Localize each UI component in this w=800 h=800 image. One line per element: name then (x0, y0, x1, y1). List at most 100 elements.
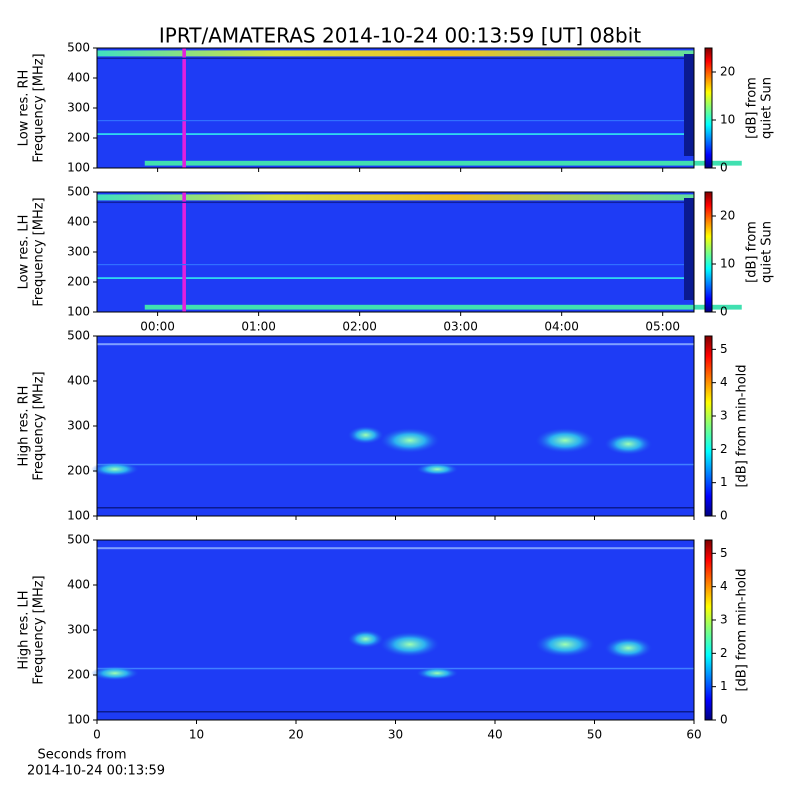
spectrum-feature (97, 343, 694, 346)
y-tick-label: 200 (67, 668, 90, 682)
y-tick-label: 500 (67, 533, 90, 547)
spectrum-feature (97, 57, 694, 60)
x-tick-label: 10 (189, 728, 204, 742)
spectrum-feature (379, 631, 440, 658)
x-tick-label: 02:00 (342, 320, 377, 334)
spectrogram (97, 48, 694, 168)
colorbar-tick-label: 5 (720, 342, 728, 356)
colorbar (704, 47, 713, 169)
spectrum-feature (182, 192, 186, 312)
spectrum-feature (97, 711, 694, 713)
y-axis-label: Frequency [MHz] (32, 371, 47, 480)
spectrum-feature (97, 194, 694, 201)
x-tick-label: 0 (93, 728, 101, 742)
colorbar-tick-label: 3 (720, 409, 728, 423)
x-tick-label: 05:00 (645, 320, 680, 334)
colorbar-tick-label: 3 (720, 613, 728, 627)
y-tick-label: 100 (67, 161, 90, 175)
spectrum-feature (97, 667, 694, 670)
y-axis-label: High res. LH (17, 590, 32, 669)
y-axis-label: Frequency [MHz] (32, 575, 47, 684)
colorbar-tick-label: 0 (720, 305, 728, 319)
spectrum-feature (347, 426, 384, 444)
x-axis-label: Seconds from (37, 748, 126, 763)
spectrum-feature (97, 277, 694, 279)
x-tick-label: 60 (686, 728, 701, 742)
spectrogram (97, 336, 694, 516)
colorbar-tick-label: 0 (720, 161, 728, 175)
spectrum-feature (97, 463, 694, 466)
y-tick-label: 100 (67, 305, 90, 319)
x-tick-label: 04:00 (544, 320, 579, 334)
colorbar-tick-label: 0 (720, 713, 728, 727)
x-tick-label: 40 (487, 728, 502, 742)
spectrum-feature (97, 133, 694, 135)
colorbar-tick-label: 10 (720, 257, 735, 271)
spectrum-feature (416, 462, 459, 476)
y-tick-label: 100 (67, 509, 90, 523)
spectrum-feature (97, 120, 694, 122)
colorbar-tick-label: 4 (720, 579, 728, 593)
colorbar-tick-label: 20 (720, 209, 735, 223)
y-axis-label: Low res. LH (17, 215, 32, 290)
spectrum-feature (91, 462, 139, 477)
colorbar-label: [dB] from min-hold (735, 568, 750, 691)
y-tick-label: 400 (67, 374, 90, 388)
spectrum-feature (97, 507, 694, 509)
colorbar-tick-label: 2 (720, 442, 728, 456)
x-tick-label: 50 (587, 728, 602, 742)
y-tick-label: 500 (67, 185, 90, 199)
spectrum-feature (684, 54, 694, 156)
spectrum-feature (347, 630, 384, 648)
y-tick-label: 400 (67, 71, 90, 85)
spectrum-feature (604, 637, 653, 659)
spectrum-feature (97, 547, 694, 550)
spectrum-feature (684, 198, 694, 300)
spectrum-feature (144, 160, 742, 166)
y-tick-label: 200 (67, 275, 90, 289)
y-tick-label: 400 (67, 215, 90, 229)
spectrum-feature (97, 201, 694, 204)
x-tick-label: 03:00 (443, 320, 478, 334)
colorbar-label: [dB] from (745, 221, 760, 283)
colorbar-tick-label: 1 (720, 475, 728, 489)
colorbar-tick-label: 1 (720, 679, 728, 693)
colorbar-label: quiet Sun (760, 221, 775, 283)
spectrum-feature (97, 264, 694, 266)
colorbar-tick-label: 4 (720, 375, 728, 389)
colorbar (704, 335, 713, 517)
chart-title: IPRT/AMATERAS 2014-10-24 00:13:59 [UT] 0… (159, 24, 641, 48)
x-tick-label: 00:00 (140, 320, 175, 334)
colorbar-label: [dB] from (745, 77, 760, 139)
y-tick-label: 300 (67, 101, 90, 115)
colorbar-tick-label: 10 (720, 113, 735, 127)
spectrum-feature (182, 48, 186, 168)
y-tick-label: 500 (67, 329, 90, 343)
spectrum-feature (144, 304, 742, 310)
y-tick-label: 300 (67, 245, 90, 259)
colorbar-tick-label: 20 (720, 65, 735, 79)
spectrum-feature (379, 427, 440, 453)
colorbar (704, 539, 713, 721)
x-tick-label: 30 (388, 728, 403, 742)
x-tick-label: 20 (288, 728, 303, 742)
y-tick-label: 200 (67, 131, 90, 145)
spectrogram (97, 540, 694, 720)
spectrogram (97, 192, 694, 312)
colorbar-tick-label: 0 (720, 509, 728, 523)
y-tick-label: 100 (67, 713, 90, 727)
y-tick-label: 400 (67, 578, 90, 592)
spectrum-feature (91, 666, 139, 681)
spectrum-feature (416, 666, 459, 680)
x-tick-label: 01:00 (241, 320, 276, 334)
spectrum-feature (535, 631, 595, 658)
y-tick-label: 200 (67, 464, 90, 478)
spectrum-feature (97, 50, 694, 57)
y-axis-label: High res. RH (17, 386, 32, 467)
colorbar-tick-label: 2 (720, 646, 728, 660)
colorbar-tick-label: 5 (720, 546, 728, 560)
colorbar-label: quiet Sun (760, 77, 775, 139)
colorbar-label: [dB] from min-hold (735, 364, 750, 487)
y-tick-label: 500 (67, 41, 90, 55)
